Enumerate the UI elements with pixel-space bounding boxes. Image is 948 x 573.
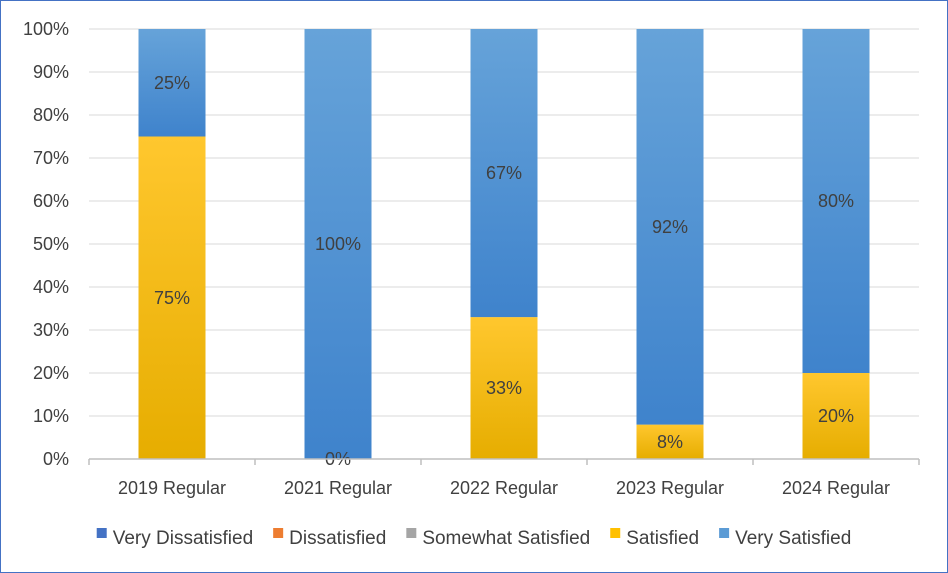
x-tick-label: 2023 Regular xyxy=(616,478,724,498)
y-tick-label: 20% xyxy=(33,363,69,383)
data-label: 67% xyxy=(486,163,522,183)
bar-segment xyxy=(138,136,206,459)
x-axis: 2019 Regular 2021 Regular 2022 Regular 2023… xyxy=(88,458,920,498)
legend: Very Dissatisfied Dissatisfied Somewhat Sa… xyxy=(96,528,851,549)
x-tick-label: 2019 Regular xyxy=(118,478,226,498)
data-label: 92% xyxy=(652,217,688,237)
legend-label: Somewhat Satisfied xyxy=(422,528,590,549)
y-tick-label: 10% xyxy=(33,406,69,426)
data-label: 8% xyxy=(657,432,683,452)
bar-segment xyxy=(304,29,372,459)
legend-marker xyxy=(719,528,730,538)
data-labels: 75%25%0%100%33%67%8%92%20%80% xyxy=(154,73,854,469)
data-label: 33% xyxy=(486,378,522,398)
data-label: 80% xyxy=(818,191,854,211)
legend-marker xyxy=(610,528,621,538)
legend-label: Very Satisfied xyxy=(735,528,851,549)
bar-segment xyxy=(802,373,870,459)
legend-label: Very Dissatisfied xyxy=(113,528,253,549)
y-axis: 0% 10% 20% 30% 40% 50% 60% 70% 80% 90% 100% xyxy=(23,19,69,469)
legend-label: Satisfied xyxy=(626,528,699,549)
bar-segment xyxy=(138,29,206,137)
data-label: 100% xyxy=(315,234,361,254)
data-label: 75% xyxy=(154,288,190,308)
y-tick-label: 80% xyxy=(33,105,69,125)
x-tick-label: 2024 Regular xyxy=(782,478,890,498)
bar-segment xyxy=(802,29,870,373)
x-tick-label: 2021 Regular xyxy=(284,478,392,498)
data-label: 25% xyxy=(154,73,190,93)
y-tick-label: 60% xyxy=(33,191,69,211)
legend-marker xyxy=(273,528,284,538)
y-tick-label: 30% xyxy=(33,320,69,340)
bar-segment xyxy=(470,29,538,318)
x-tick-label: 2022 Regular xyxy=(450,478,558,498)
y-tick-label: 100% xyxy=(23,19,69,39)
bar-segment xyxy=(470,317,538,459)
bar-segment xyxy=(636,29,704,425)
y-tick-label: 0% xyxy=(43,449,69,469)
bar-segment xyxy=(636,424,704,459)
y-tick-label: 40% xyxy=(33,277,69,297)
bars xyxy=(138,29,870,459)
y-tick-label: 50% xyxy=(33,234,69,254)
legend-label: Dissatisfied xyxy=(289,528,386,549)
legend-marker xyxy=(96,528,107,538)
y-tick-label: 70% xyxy=(33,148,69,168)
legend-marker xyxy=(406,528,417,538)
data-label: 20% xyxy=(818,406,854,426)
y-tick-label: 90% xyxy=(33,62,69,82)
